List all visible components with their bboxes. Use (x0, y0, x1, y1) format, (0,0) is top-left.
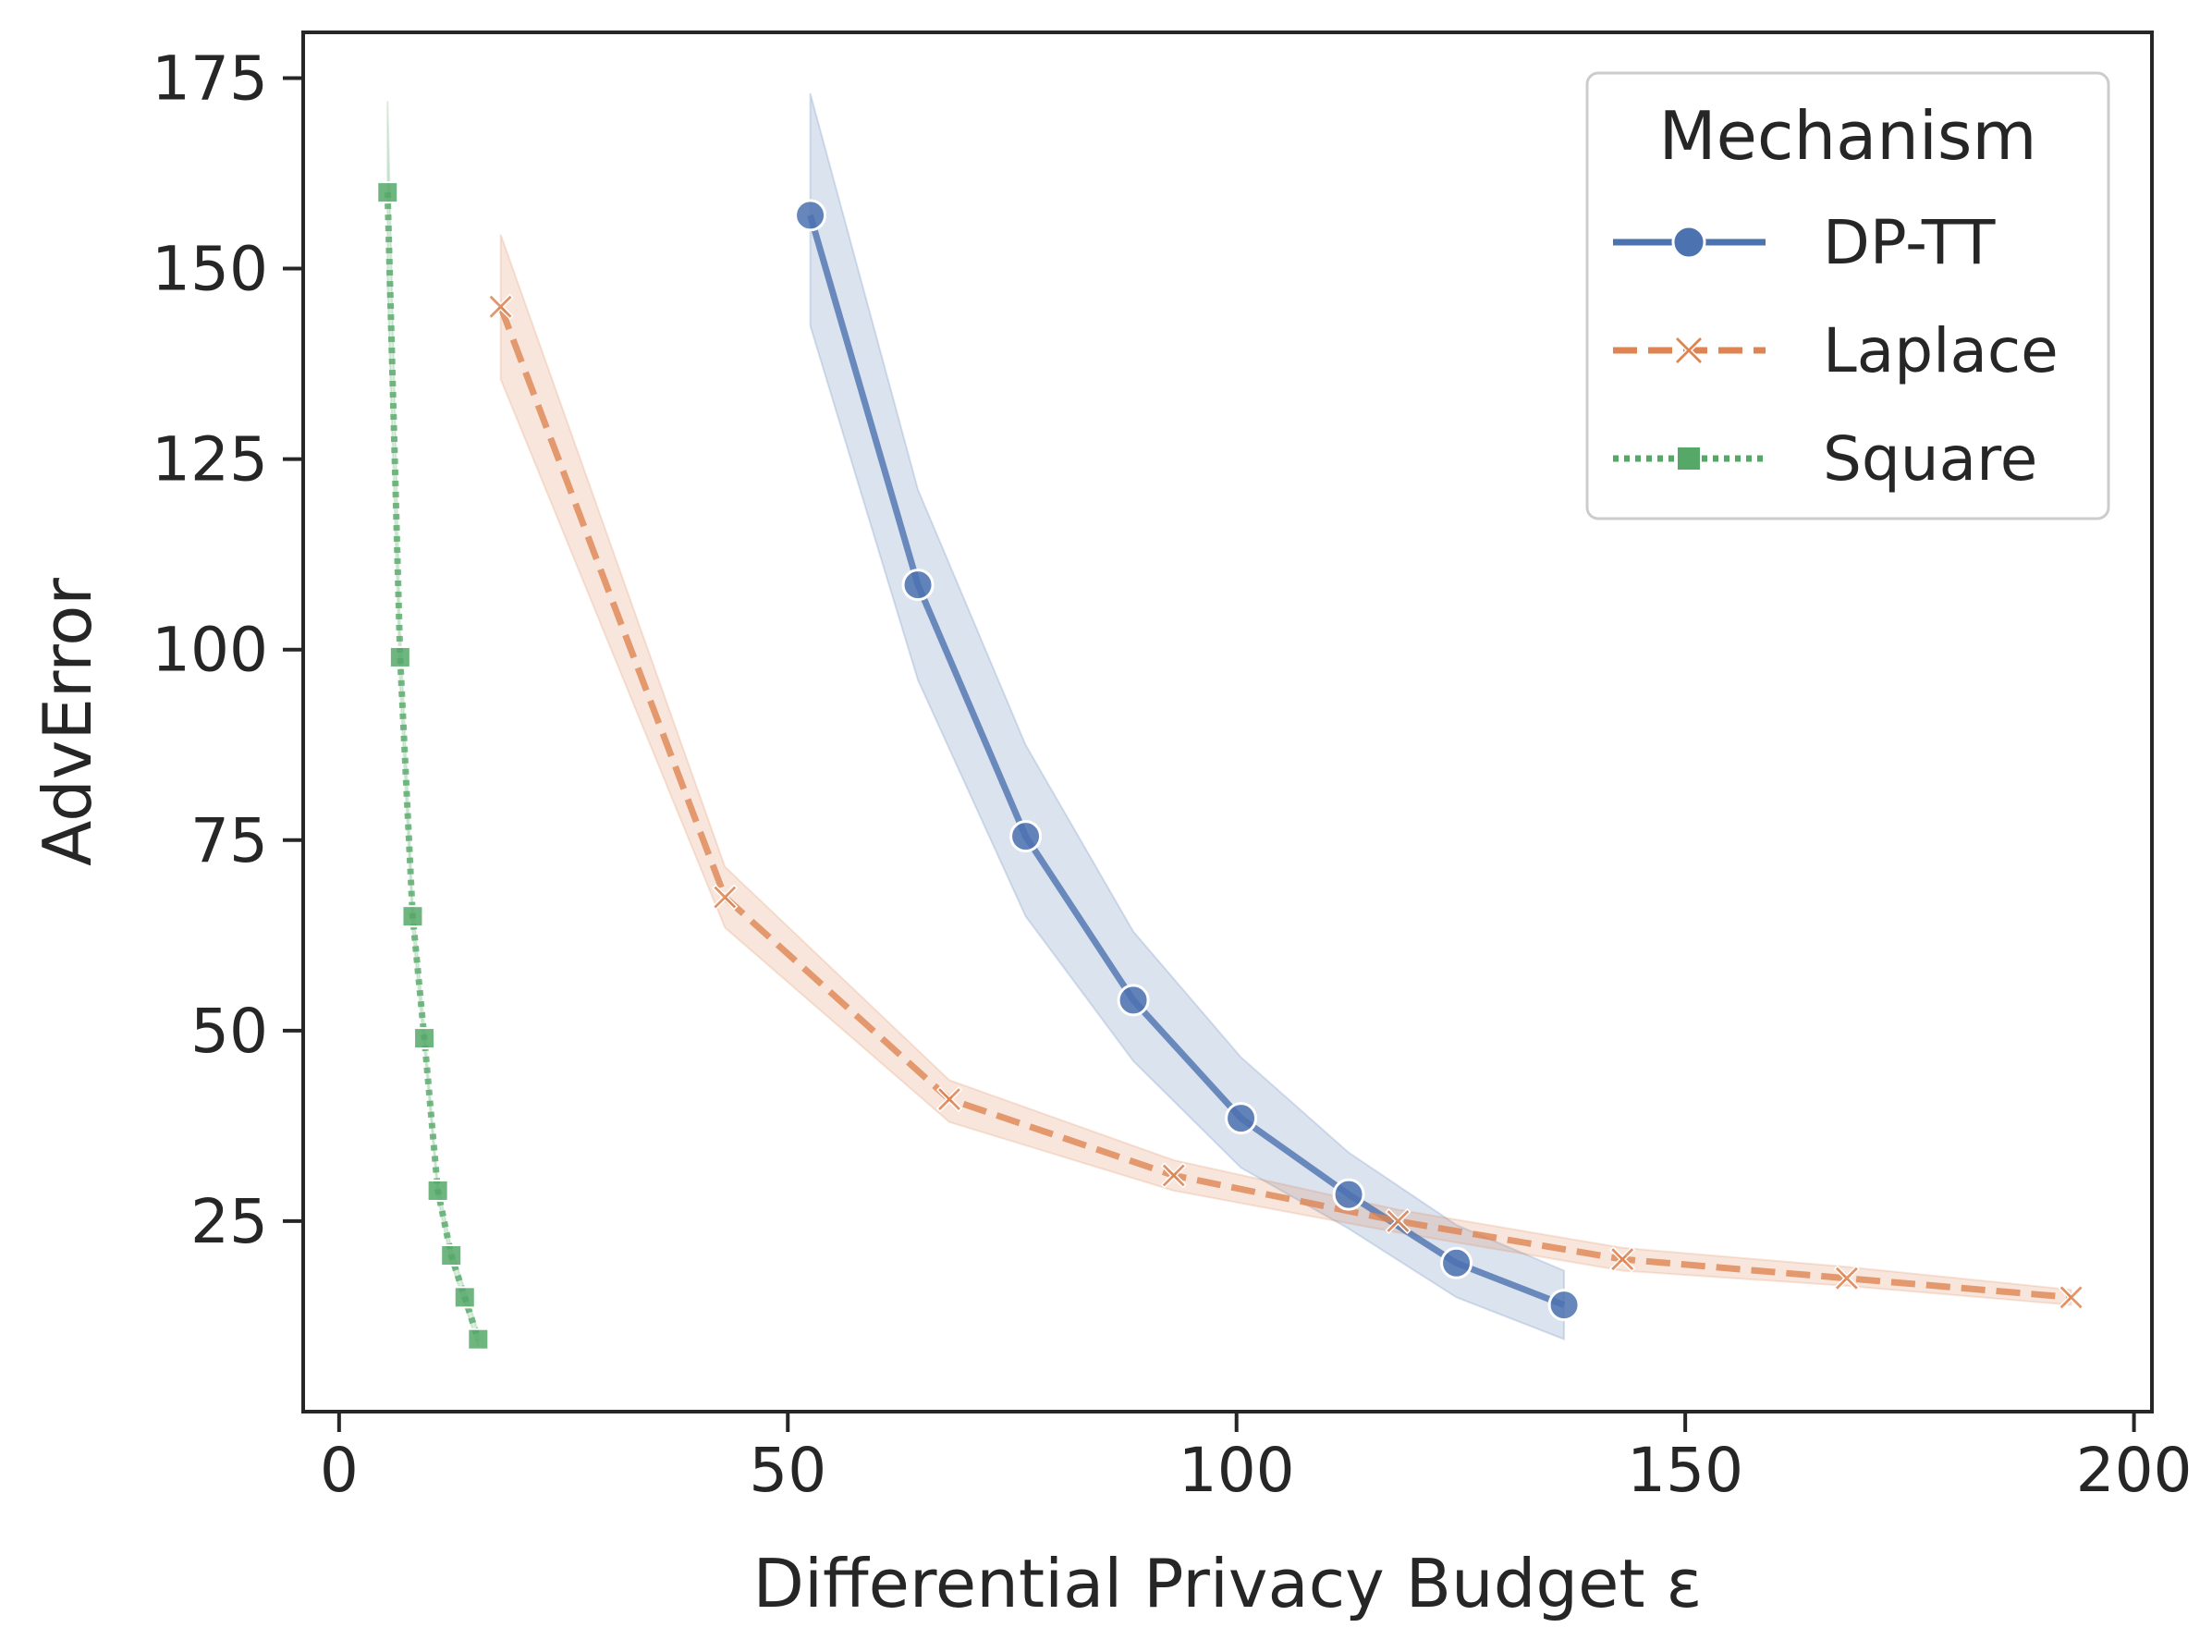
legend-label-laplace: Laplace (1823, 315, 2059, 386)
point-dp-tt (1547, 1289, 1581, 1322)
x-axis-title: Differential Privacy Budget ε (753, 1545, 1703, 1622)
y-tick-label: 50 (190, 996, 268, 1067)
y-tick-label: 75 (190, 805, 268, 876)
point-dp-tt (1117, 984, 1150, 1017)
point-square (453, 1286, 476, 1309)
legend-items: DP-TT Laplace Square (1613, 207, 2059, 495)
legend-marker-dp-tt (1671, 225, 1706, 260)
point-square (467, 1328, 490, 1351)
confidence-bands (386, 92, 2072, 1348)
point-square (376, 181, 399, 204)
point-laplace (935, 1085, 963, 1113)
y-tick-label: 175 (152, 43, 268, 114)
y-tick-label: 125 (152, 424, 268, 496)
x-tick-label: 100 (1179, 1435, 1295, 1506)
legend-marker-laplace (1673, 335, 1705, 366)
line-laplace (497, 305, 2071, 1301)
point-square (440, 1244, 463, 1267)
y-tick-label: 100 (152, 615, 268, 686)
y-axis-title: AdvError (29, 578, 106, 866)
band-laplace (499, 234, 2072, 1306)
point-laplace (712, 884, 739, 911)
y-tick-label: 25 (190, 1186, 268, 1257)
x-tick-label: 50 (749, 1435, 826, 1506)
x-tick-label: 0 (320, 1435, 359, 1506)
legend: Mechanism DP-TT Laplace Square (1585, 71, 2110, 520)
y-tick-label: 150 (152, 234, 268, 305)
y-axis: 25 50 75 100 125 150 175 (152, 43, 303, 1257)
line-dp-tt (807, 214, 1566, 1308)
point-dp-tt (794, 199, 827, 232)
x-tick-label: 150 (1627, 1435, 1743, 1506)
legend-label-dp-tt: DP-TT (1823, 207, 1996, 278)
point-laplace (1833, 1265, 1860, 1291)
point-laplace (2058, 1284, 2084, 1311)
x-axis: 0 50 100 150 200 (320, 1412, 2193, 1506)
point-laplace (1609, 1246, 1636, 1273)
point-square (401, 905, 424, 928)
band-dp-tt (809, 92, 1566, 1341)
legend-marker-square (1676, 446, 1702, 471)
legend-box (1585, 71, 2110, 520)
x-tick-label: 200 (2076, 1435, 2193, 1506)
point-laplace (487, 293, 514, 320)
point-square (413, 1027, 436, 1050)
point-dp-tt (1225, 1102, 1258, 1135)
point-dp-tt (1009, 820, 1043, 853)
point-dp-tt (901, 569, 935, 602)
point-dp-tt (1440, 1246, 1473, 1279)
point-square (426, 1179, 449, 1202)
point-square (388, 645, 411, 668)
legend-label-square: Square (1823, 423, 2037, 495)
point-laplace (1160, 1162, 1187, 1189)
plot-frame (301, 31, 2154, 1413)
point-dp-tt (1332, 1178, 1365, 1211)
point-laplace (1385, 1207, 1412, 1234)
series-markers (376, 181, 2084, 1351)
legend-title: Mechanism (1658, 97, 2036, 175)
